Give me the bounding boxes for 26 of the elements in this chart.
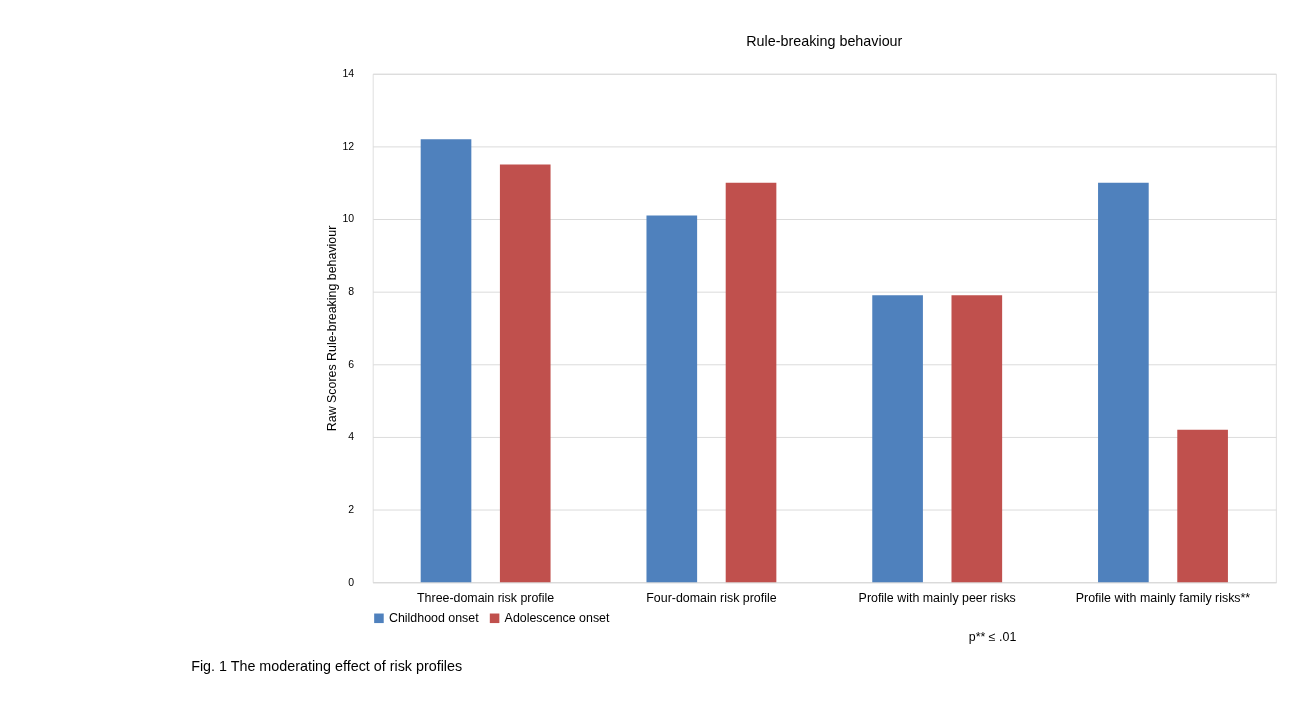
text: p** ≤ .01	[968, 630, 1017, 645]
bar	[1098, 182, 1149, 583]
y-tick-label: 4	[348, 430, 355, 443]
legend-label: Childhood onset	[388, 611, 480, 626]
bar	[872, 295, 923, 583]
x-tick-label: Profile with mainly peer risks	[858, 590, 1016, 605]
legend-label: Adolescence onset	[504, 611, 611, 626]
y-tick-label: 6	[348, 357, 355, 370]
y-tick-label: 10	[342, 212, 355, 225]
x-tick-label: Four-domain risk profile	[646, 590, 777, 605]
x-tick-label: Three-domain risk profile	[417, 590, 555, 605]
chart-title: Rule-breaking behaviour	[746, 33, 903, 50]
y-axis-title: Raw Scores Rule-breaking behaviour	[324, 225, 339, 432]
bar	[1177, 429, 1228, 583]
y-tick-label: 12	[342, 139, 355, 152]
bar	[951, 295, 1003, 583]
caption: Fig. 1 The moderating effect of risk profiles	[191, 658, 463, 675]
y-tick-label: 14	[342, 67, 355, 80]
bar	[420, 139, 472, 583]
x-tick-label: Profile with mainly family risks**	[1075, 590, 1251, 605]
y-tick-label: 8	[348, 285, 355, 298]
bar	[499, 164, 551, 583]
y-tick-label: 0	[348, 575, 355, 588]
bar	[725, 182, 777, 583]
bar	[646, 215, 698, 583]
y-tick-label: 2	[348, 502, 355, 515]
